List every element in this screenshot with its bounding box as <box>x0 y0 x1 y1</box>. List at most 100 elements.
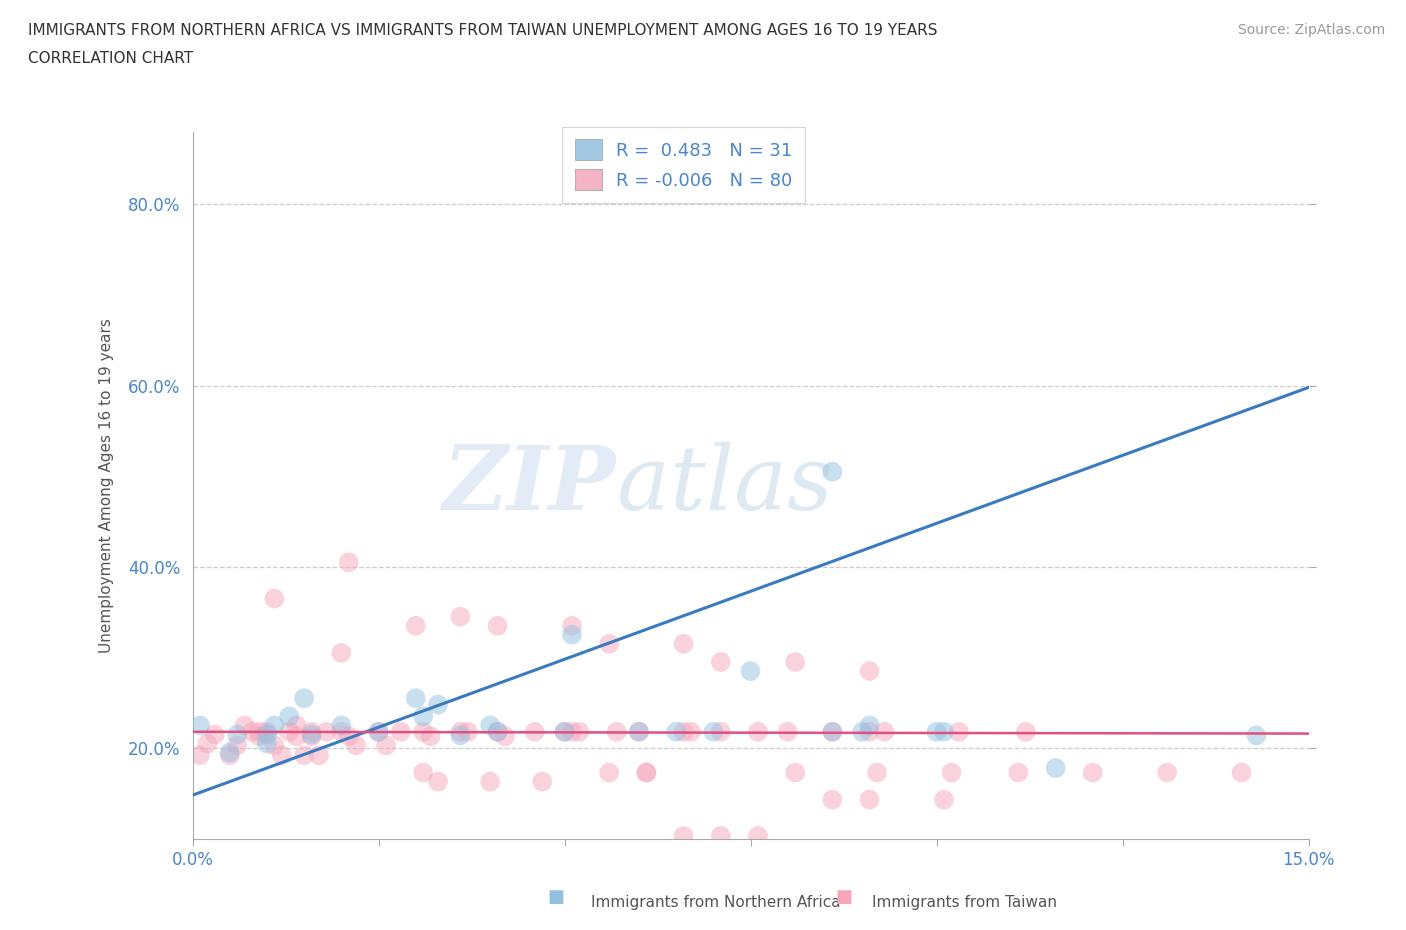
Point <box>188 748 211 763</box>
Point <box>330 724 353 739</box>
Point <box>851 724 873 739</box>
Point <box>457 724 479 739</box>
Point <box>412 765 434 780</box>
Point <box>1081 765 1104 780</box>
Point <box>598 765 620 780</box>
Point <box>702 724 724 739</box>
Point <box>568 724 591 739</box>
Point <box>866 765 889 780</box>
Point <box>479 718 502 733</box>
Point <box>858 792 880 807</box>
Point <box>1045 761 1067 776</box>
Point <box>858 724 880 739</box>
Point <box>292 691 315 706</box>
Point <box>256 737 278 751</box>
Point <box>301 724 323 739</box>
Point <box>672 724 695 739</box>
Point <box>1246 728 1268 743</box>
Point <box>308 748 330 763</box>
Point <box>412 709 434 724</box>
Point <box>278 709 301 724</box>
Point <box>249 729 271 744</box>
Text: IMMIGRANTS FROM NORTHERN AFRICA VS IMMIGRANTS FROM TAIWAN UNEMPLOYMENT AMONG AGE: IMMIGRANTS FROM NORTHERN AFRICA VS IMMIG… <box>28 23 938 38</box>
Point <box>598 636 620 651</box>
Point <box>226 737 249 752</box>
Point <box>270 748 292 763</box>
Point <box>606 724 628 739</box>
Point <box>427 774 450 789</box>
Point <box>925 724 948 739</box>
Point <box>263 737 285 752</box>
Point <box>344 737 367 752</box>
Point <box>367 724 389 739</box>
Text: ■: ■ <box>835 888 852 906</box>
Point <box>941 765 963 780</box>
Point <box>561 724 583 739</box>
Point <box>710 655 733 670</box>
Point <box>494 729 516 744</box>
Text: Immigrants from Northern Africa: Immigrants from Northern Africa <box>591 895 841 910</box>
Text: ZIP: ZIP <box>443 442 617 528</box>
Point <box>218 748 240 763</box>
Point <box>315 724 337 739</box>
Point <box>292 748 315 763</box>
Point <box>449 728 471 743</box>
Point <box>367 724 389 739</box>
Point <box>226 727 249 742</box>
Point <box>337 555 360 570</box>
Point <box>330 645 353 660</box>
Point <box>636 765 658 780</box>
Point <box>301 727 323 742</box>
Point <box>188 718 211 733</box>
Point <box>531 774 554 789</box>
Point <box>197 737 219 751</box>
Point <box>427 698 450 712</box>
Point <box>285 718 308 733</box>
Point <box>249 724 271 739</box>
Point <box>821 724 844 739</box>
Point <box>256 724 278 739</box>
Point <box>858 664 880 679</box>
Point <box>486 724 509 739</box>
Point <box>932 792 955 807</box>
Point <box>948 724 970 739</box>
Point <box>1007 765 1029 780</box>
Point <box>932 724 955 739</box>
Point <box>858 718 880 733</box>
Point <box>285 729 308 744</box>
Point <box>405 618 427 633</box>
Point <box>679 724 702 739</box>
Point <box>1015 724 1038 739</box>
Point <box>263 718 285 733</box>
Point <box>785 655 807 670</box>
Point <box>747 829 769 844</box>
Point <box>627 724 650 739</box>
Point <box>710 724 733 739</box>
Point <box>278 724 301 739</box>
Point <box>449 724 471 739</box>
Point <box>263 591 285 606</box>
Point <box>1230 765 1253 780</box>
Point <box>740 664 762 679</box>
Text: atlas: atlas <box>617 442 832 529</box>
Point <box>561 618 583 633</box>
Point <box>419 729 441 744</box>
Point <box>554 724 576 739</box>
Point <box>375 737 398 752</box>
Point <box>672 829 695 844</box>
Point <box>873 724 896 739</box>
Point <box>218 745 240 760</box>
Point <box>561 628 583 643</box>
Point <box>672 636 695 651</box>
Point <box>486 618 509 633</box>
Point <box>710 829 733 844</box>
Point <box>821 464 844 479</box>
Point <box>523 724 546 739</box>
Point <box>665 724 688 739</box>
Point <box>449 609 471 624</box>
Point <box>233 718 256 733</box>
Point <box>486 724 509 739</box>
Point <box>479 774 502 789</box>
Point <box>747 724 769 739</box>
Point <box>301 729 323 744</box>
